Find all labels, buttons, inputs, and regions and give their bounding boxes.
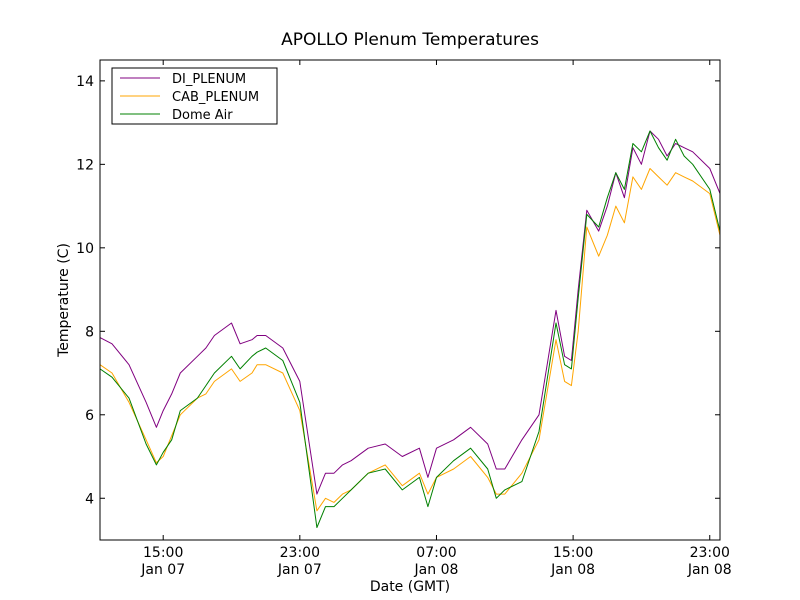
legend-label-dome-air: Dome Air [172, 108, 233, 123]
series-line-cab-plenum [99, 168, 721, 512]
plot-frame [99, 59, 721, 541]
x-axis-label: Date (GMT) [370, 579, 450, 595]
x-tick-time-label: 23:00 [280, 545, 320, 561]
series-line-di-plenum [99, 130, 721, 495]
legend-label-cab-plenum: CAB_PLENUM [172, 90, 259, 105]
y-tick-label: 8 [85, 324, 94, 340]
x-tick-date-label: Jan 08 [550, 562, 595, 578]
y-tick-label: 4 [85, 491, 94, 507]
y-tick-label: 14 [76, 74, 94, 90]
y-tick-label: 6 [85, 408, 94, 424]
x-tick-date-label: Jan 07 [277, 562, 322, 578]
y-tick-label: 12 [76, 157, 94, 173]
series-line-dome-air [99, 130, 721, 528]
y-axis-label: Temperature (C) [56, 243, 72, 358]
series-layer [99, 130, 721, 528]
legend: DI_PLENUM CAB_PLENUM Dome Air [111, 67, 278, 125]
x-tick-date-label: Jan 08 [414, 562, 459, 578]
x-tick-time-label: 15:00 [143, 545, 183, 561]
y-tick-label: 10 [76, 241, 94, 257]
legend-label-di-plenum: DI_PLENUM [172, 72, 246, 87]
x-tick-time-label: 07:00 [416, 545, 456, 561]
x-tick-time-label: 23:00 [690, 545, 730, 561]
x-tick-date-label: Jan 07 [140, 562, 185, 578]
chart-title: APOLLO Plenum Temperatures [281, 30, 539, 50]
x-tick-date-label: Jan 08 [687, 562, 732, 578]
x-tick-time-label: 15:00 [553, 545, 593, 561]
